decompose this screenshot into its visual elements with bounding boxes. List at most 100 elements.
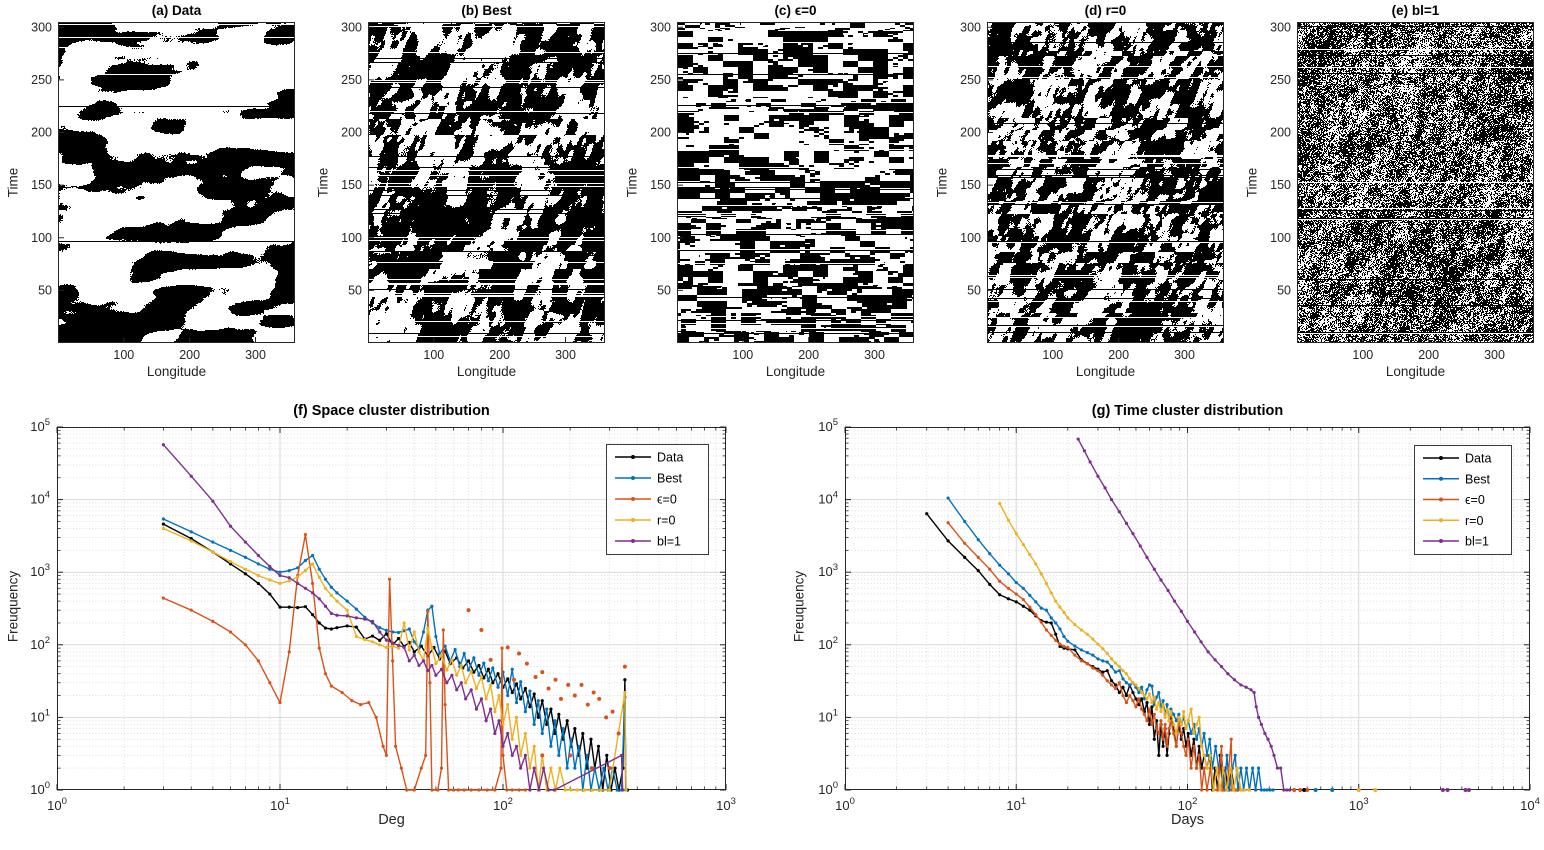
g-ytick-label: 101 [818, 707, 838, 724]
tail-dots-orange [1298, 788, 1303, 792]
panel-d-xlabel: Longitude [1075, 364, 1136, 379]
tail-dots-blue [1330, 788, 1335, 792]
panel-e-xtick: 200 [1418, 348, 1439, 362]
panel-a-ytick: 250 [31, 73, 52, 87]
tail-dots-purple [1463, 788, 1468, 792]
panel-c-ytick: 300 [650, 20, 671, 34]
panel-e-ytick: 200 [1270, 126, 1291, 140]
panel-c-ytick: 250 [650, 73, 671, 87]
g-ticks: 100 101 102 103 104 100 101 102 103 104 105 [818, 417, 1540, 813]
eps0-outlier-dots [579, 682, 584, 687]
time-chart-title: (g) Time cluster distribution [1091, 403, 1284, 419]
panel-d-xtick: 100 [1042, 348, 1063, 362]
tail-dots-yellow [1373, 788, 1378, 792]
f-ytick-label: 104 [30, 490, 50, 507]
tail-dots-blue [1313, 788, 1318, 792]
panel-e-ytick: 300 [1270, 20, 1291, 34]
g-series-bl=1 [1077, 438, 1290, 791]
panel-c-title: (c) ϵ=0 [774, 3, 817, 18]
panel-b-ytick: 250 [341, 73, 362, 87]
g-xtick-label: 101 [1006, 796, 1026, 813]
panel-e-ytick: 50 [1277, 283, 1291, 297]
eps0-outlier-dots [591, 690, 596, 695]
eps0-outlier-dots [597, 696, 602, 701]
f-legend-label: ϵ=0 [657, 493, 677, 507]
g-xtick-label: 103 [1349, 796, 1369, 813]
f-grid [57, 427, 726, 790]
eps0-outlier-dots [466, 608, 471, 613]
g-ytick-label: 100 [818, 780, 838, 797]
panel-d-ytick: 300 [960, 20, 981, 34]
panel-c-xtick: 100 [732, 348, 753, 362]
panel-c-xlabel: Longitude [765, 364, 826, 379]
g-legend-label: r=0 [1465, 514, 1483, 528]
panel-b-xlabel: Longitude [456, 364, 517, 379]
panel-b-ytick: 50 [348, 283, 362, 297]
f-xtick-label: 102 [493, 796, 513, 813]
g-series-Data [926, 513, 1238, 791]
eps0-outlier-dots [479, 627, 484, 632]
g-legend-label: bl=1 [1465, 535, 1489, 549]
tail-dots-yellow [1356, 788, 1361, 792]
g-legend-label: Best [1465, 472, 1491, 486]
panel-a-ytick: 150 [31, 178, 52, 192]
panel-a-xtick: 300 [245, 348, 266, 362]
g-ytick-label: 105 [818, 417, 838, 434]
panel-e-xlabel: Longitude [1385, 364, 1446, 379]
g-ytick-label: 102 [818, 635, 838, 652]
space-chart-ylabel: Freuquency [5, 570, 21, 643]
f-series-Best [163, 518, 627, 791]
tail-dots-orange [1305, 788, 1310, 792]
g-series-Best [947, 497, 1274, 791]
eps0-outlier-dots [546, 686, 551, 691]
g-series-ϵ=0 [947, 522, 1241, 791]
f-legend-label: Data [657, 451, 683, 465]
f-legend-label: r=0 [657, 514, 675, 528]
panel-a-xtick: 200 [179, 348, 200, 362]
g-ytick-label: 103 [818, 562, 838, 579]
f-xtick-label: 103 [716, 796, 736, 813]
f-ytick-label: 105 [30, 417, 50, 434]
eps0-outlier-dots [604, 715, 609, 720]
space-chart-title: (f) Space cluster distribution [293, 403, 490, 419]
panel-b-ytick: 150 [341, 178, 362, 192]
panel-e-ytick: 150 [1270, 178, 1291, 192]
eps0-outlier-dots [589, 766, 594, 771]
f-legend-label: Best [657, 472, 683, 486]
eps0-outlier-dots [511, 677, 516, 682]
f-series-bl=1 [162, 444, 624, 791]
f-series-ϵ=0 [163, 533, 526, 791]
panel-e-raster [1297, 22, 1534, 343]
eps0-outlier-dots [488, 657, 493, 662]
panel-c-ytick: 100 [650, 231, 671, 245]
panel-c-ytick: 50 [657, 283, 671, 297]
tail-dots-purple [1466, 788, 1471, 792]
panel-b-raster [368, 22, 605, 343]
panel-d-ytick: 200 [960, 126, 981, 140]
panel-c-ytick: 150 [650, 178, 671, 192]
panel-d-ytick: 250 [960, 73, 981, 87]
eps0-outlier-dots [524, 661, 529, 666]
panel-d-raster [987, 22, 1224, 343]
eps0-outlier-dots [540, 670, 545, 675]
panel-a-title: (a) Data [151, 3, 202, 18]
eps0-outlier-dots [616, 731, 621, 736]
panel-b-ytick: 200 [341, 126, 362, 140]
f-ytick-label: 100 [30, 780, 50, 797]
f-legend-label: bl=1 [657, 535, 681, 549]
eps0-outlier-dots [505, 645, 510, 650]
panel-a-ytick: 300 [31, 20, 52, 34]
g-series [925, 437, 1471, 792]
panel-b-ytick: 100 [341, 231, 362, 245]
panel-b-xtick: 300 [555, 348, 576, 362]
f-ytick-label: 101 [30, 707, 50, 724]
panel-e-xtick: 300 [1484, 348, 1505, 362]
f-ytick-label: 102 [30, 635, 50, 652]
f-series-Data [163, 523, 628, 791]
eps0-outlier-dots [540, 753, 545, 758]
panel-d-xtick: 300 [1174, 348, 1195, 362]
g-grid [845, 427, 1530, 790]
f-xtick-label: 100 [47, 796, 67, 813]
panel-a-raster [58, 22, 295, 343]
f-series-r=0 [163, 527, 627, 791]
